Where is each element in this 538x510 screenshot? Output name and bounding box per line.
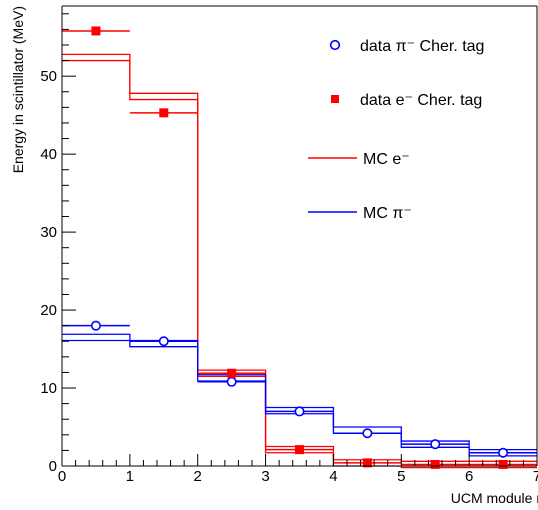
data-point — [91, 26, 101, 36]
mc-histogram-line — [62, 339, 537, 457]
legend-marker — [329, 39, 341, 51]
data-point — [498, 447, 509, 458]
data-point — [158, 336, 169, 347]
data-point — [226, 376, 237, 387]
data-point — [430, 459, 440, 469]
legend-marker — [331, 95, 339, 103]
data-point — [362, 428, 373, 439]
x-tick-label: 4 — [329, 468, 337, 485]
data-point — [159, 108, 169, 118]
y-tick-label: 40 — [40, 146, 57, 163]
legend: data π⁻ Cher. tag data e⁻ Cher. tag MC e⁻ M… — [308, 38, 484, 222]
x-tick-label: 7 — [533, 468, 538, 485]
y-tick-label: 0 — [49, 458, 57, 475]
x-tick-label: 3 — [261, 468, 269, 485]
data-points-layer — [62, 26, 537, 469]
axes-frame — [61, 5, 538, 467]
mc-histogram-line — [62, 59, 537, 469]
y-axis-title: Energy in scintillator (MeV) — [10, 6, 26, 173]
y-tick-label: 30 — [40, 224, 57, 241]
legend-label: data e⁻ Cher. tag — [360, 92, 482, 109]
ticks-layer: 0 1 2 3 4 5 6 7 0 10 20 30 40 50 — [40, 13, 538, 485]
x-tick-label: 1 — [126, 468, 134, 485]
data-point — [362, 458, 372, 468]
x-tick-label: 5 — [397, 468, 405, 485]
data-point — [227, 368, 237, 378]
x-tick-label: 0 — [58, 468, 66, 485]
data-point — [295, 445, 304, 455]
legend-label: MC e⁻ — [363, 151, 410, 168]
data-point — [294, 406, 305, 417]
mc-histogram-line — [62, 53, 537, 462]
histogram-layer — [62, 53, 537, 469]
y-tick-label: 50 — [40, 68, 57, 85]
legend-label: MC π⁻ — [363, 205, 412, 222]
y-tick-label: 10 — [40, 380, 57, 397]
mc-histogram-line — [62, 333, 537, 451]
y-tick-label: 20 — [40, 302, 57, 319]
data-point — [430, 439, 441, 450]
data-point — [498, 459, 508, 469]
legend-label: data π⁻ Cher. tag — [360, 38, 484, 55]
x-tick-label: 2 — [194, 468, 202, 485]
x-tick-label: 6 — [465, 468, 473, 485]
data-point — [90, 320, 101, 331]
x-axis-title: UCM module n. — [451, 490, 538, 506]
